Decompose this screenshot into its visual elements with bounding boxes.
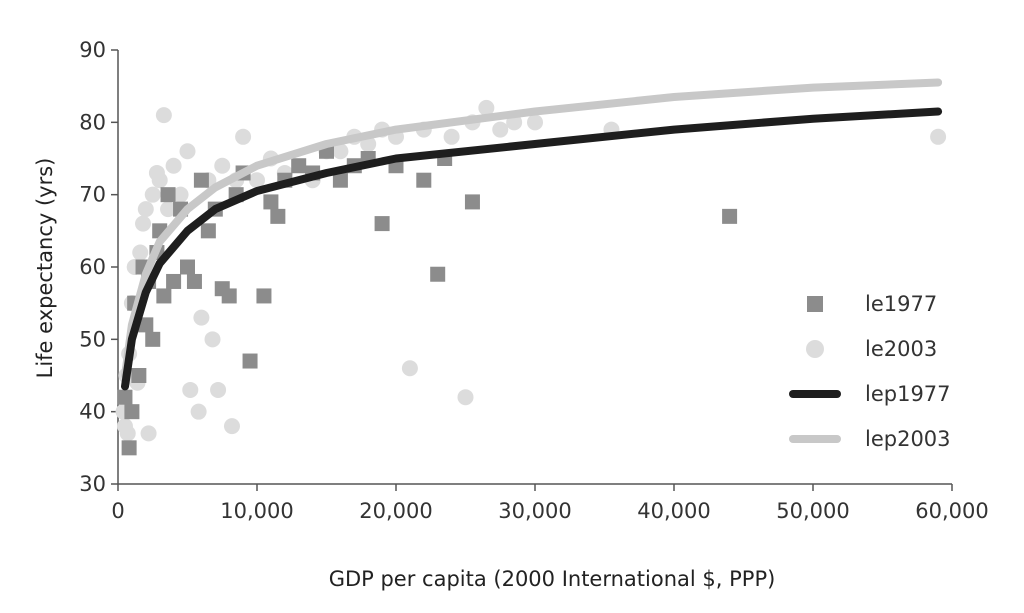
point-le2003 [155, 107, 172, 124]
y-tick-label: 60 [79, 255, 106, 279]
point-le1977 [160, 187, 176, 203]
point-le2003 [190, 403, 207, 420]
x-tick-label: 30,000 [498, 499, 571, 523]
y-axis-title: Life expectancy (yrs) [33, 158, 57, 379]
axes: 30 40 50 60 70 80 90 0 10,000 20,000 30,000 40,000 5… [79, 38, 988, 523]
point-le1977 [156, 288, 172, 304]
legend-label-lep2003: lep2003 [865, 427, 951, 451]
point-le2003 [140, 425, 157, 442]
line-lep1977 [121, 107, 943, 391]
point-le2003 [135, 215, 152, 232]
point-le2003 [193, 309, 210, 326]
point-le2003 [204, 331, 221, 348]
point-le2003 [210, 381, 227, 398]
point-le2003 [235, 128, 252, 145]
point-le1977 [416, 172, 432, 188]
point-le2003 [214, 157, 231, 174]
point-le2003 [527, 114, 543, 131]
point-le1977 [464, 194, 480, 210]
x-tick-label: 20,000 [359, 499, 432, 523]
point-le1977 [374, 216, 390, 232]
point-le2003 [116, 418, 133, 435]
point-le1977 [121, 440, 137, 456]
point-le1977 [263, 194, 279, 210]
point-le1977 [131, 368, 147, 383]
point-le1977 [193, 172, 209, 188]
point-le2003 [137, 201, 154, 218]
point-le1977 [291, 158, 307, 174]
point-le2003 [443, 128, 460, 145]
y-tick-label: 90 [79, 38, 106, 62]
point-le1977 [200, 223, 216, 239]
x-tick-label: 50,000 [776, 499, 849, 523]
point-le1977 [256, 288, 272, 304]
legend-marker-le1977 [807, 296, 823, 312]
x-tick-label: 60,000 [915, 499, 988, 523]
point-le2003 [179, 143, 196, 160]
x-tick-label: 0 [111, 499, 124, 523]
data-points [115, 99, 947, 456]
point-le1977 [138, 317, 154, 333]
point-le1977 [186, 273, 202, 289]
y-tick-label: 50 [79, 327, 106, 351]
legend-label-le2003: le2003 [865, 337, 937, 361]
point-le2003 [132, 244, 149, 261]
point-le1977 [145, 331, 161, 347]
point-le2003 [249, 172, 265, 189]
point-le1977 [180, 259, 195, 275]
point-le1977 [221, 288, 237, 304]
point-le2003 [172, 186, 189, 203]
point-le2003 [332, 143, 349, 160]
point-le1977 [722, 208, 738, 224]
point-le1977 [332, 172, 348, 188]
y-tick-label: 80 [79, 110, 106, 134]
point-le2003 [457, 389, 474, 406]
legend: le1977 le2003 lep1977 lep2003 [789, 292, 951, 451]
line-lep2003 [121, 78, 943, 380]
point-le2003 [182, 381, 199, 398]
fit-lines [121, 78, 943, 391]
point-le1977 [242, 353, 258, 369]
point-le2003 [160, 201, 177, 218]
point-le2003 [165, 157, 182, 174]
point-le2003 [144, 186, 161, 203]
point-le2003 [148, 164, 165, 181]
x-tick-label: 40,000 [637, 499, 710, 523]
point-le1977 [166, 273, 182, 289]
legend-label-le1977: le1977 [865, 292, 937, 316]
point-le2003 [478, 99, 495, 116]
point-le2003 [492, 121, 509, 138]
x-tick-label: 10,000 [220, 499, 293, 523]
point-le1977 [124, 404, 140, 420]
point-le2003 [401, 360, 418, 377]
point-le1977 [430, 266, 446, 282]
y-tick-label: 70 [79, 183, 106, 207]
y-tick-label: 30 [79, 472, 106, 496]
point-le1977 [270, 208, 286, 224]
x-axis-title: GDP per capita (2000 International $, PP… [329, 567, 776, 591]
point-le1977 [117, 389, 133, 405]
legend-marker-le2003 [806, 340, 824, 358]
legend-label-lep1977: lep1977 [865, 382, 951, 406]
point-le2003 [930, 128, 947, 145]
point-le2003 [223, 418, 240, 435]
y-tick-label: 40 [79, 400, 106, 424]
